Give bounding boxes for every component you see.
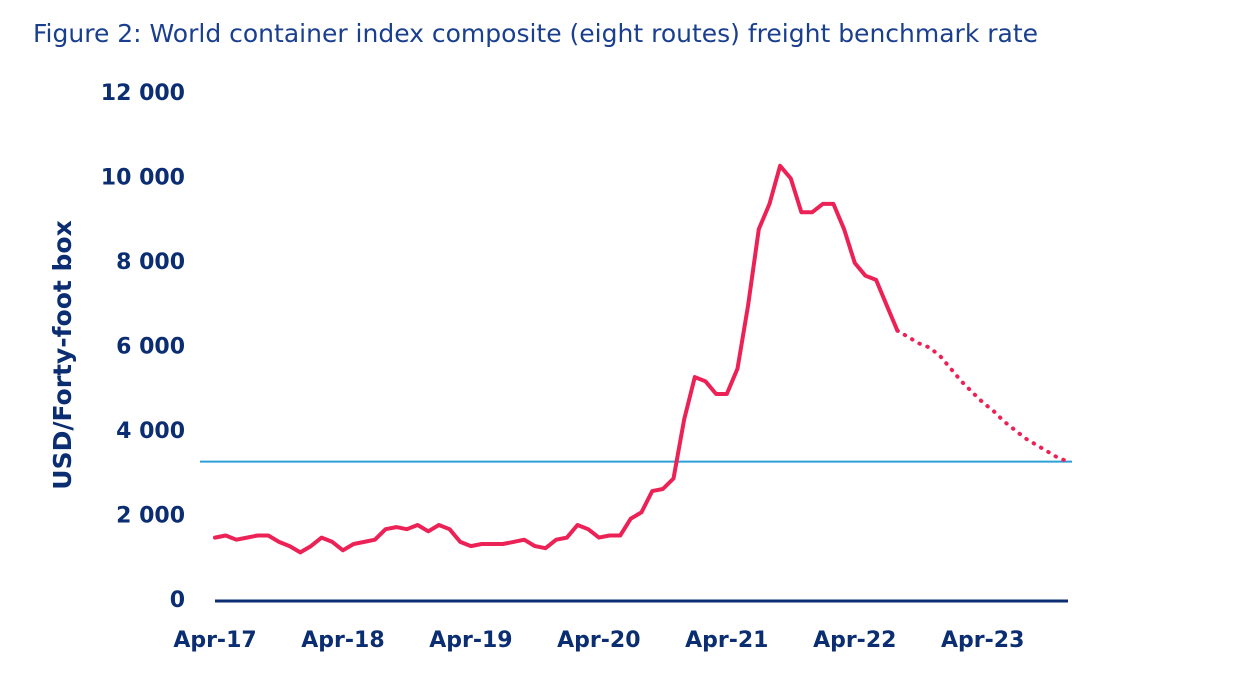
line-series xyxy=(213,163,900,555)
y-tick-label: 2 000 xyxy=(116,504,185,529)
x-tick-label: Apr-22 xyxy=(813,628,896,653)
y-tick-label: 6 000 xyxy=(116,335,185,360)
y-axis-label: USD/Forty-foot box xyxy=(48,220,77,489)
chart-title: Figure 2: World container index composit… xyxy=(33,19,1038,48)
y-tick-label: 0 xyxy=(170,588,185,613)
x-tick-label: Apr-21 xyxy=(685,628,768,653)
y-tick-label: 10 000 xyxy=(101,166,185,191)
y-tick-label: 8 000 xyxy=(116,250,185,275)
x-tick-label: Apr-23 xyxy=(941,628,1024,653)
x-tick-label: Apr-17 xyxy=(173,628,256,653)
line-series xyxy=(895,328,1070,464)
x-tick-label: Apr-19 xyxy=(429,628,512,653)
x-tick-label: Apr-20 xyxy=(557,628,640,653)
y-tick-label: 12 000 xyxy=(101,81,185,106)
y-tick-label: 4 000 xyxy=(116,419,185,444)
x-tick-label: Apr-18 xyxy=(301,628,384,653)
